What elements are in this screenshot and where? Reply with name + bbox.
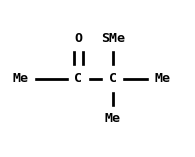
Text: Me: Me bbox=[13, 72, 29, 85]
Text: SMe: SMe bbox=[101, 32, 125, 45]
Text: C: C bbox=[74, 72, 82, 85]
Text: Me: Me bbox=[155, 72, 171, 85]
Text: O: O bbox=[74, 32, 82, 45]
Text: C: C bbox=[109, 72, 117, 85]
Text: Me: Me bbox=[105, 112, 121, 125]
